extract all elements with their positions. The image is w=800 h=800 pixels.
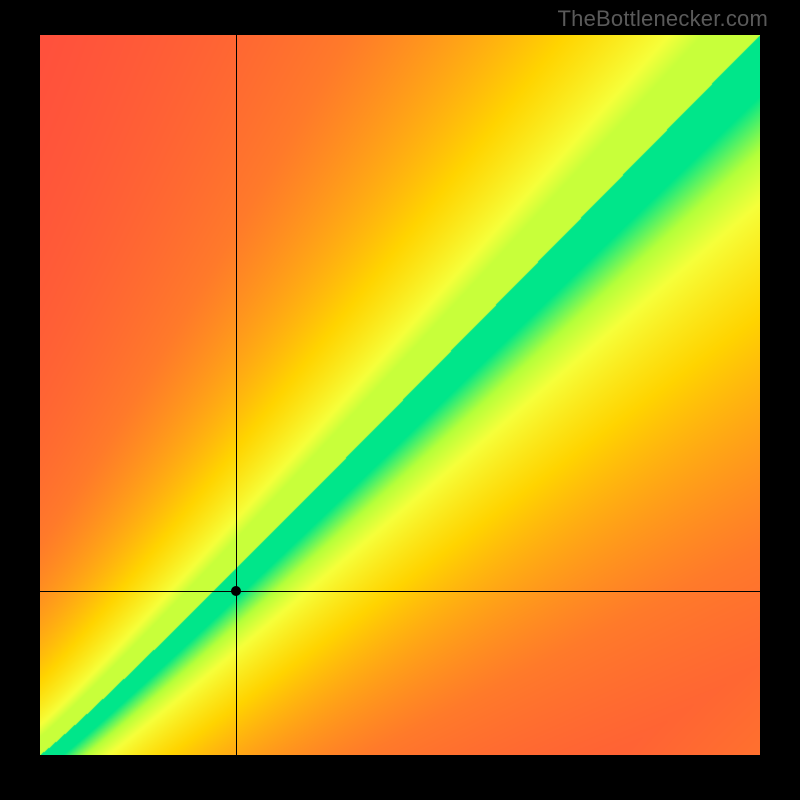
heatmap-canvas [40,35,760,755]
marker-dot [231,586,241,596]
watermark-text: TheBottlenecker.com [558,6,768,32]
crosshair-horizontal [40,591,760,592]
crosshair-vertical [236,35,237,755]
plot-area [40,35,760,755]
